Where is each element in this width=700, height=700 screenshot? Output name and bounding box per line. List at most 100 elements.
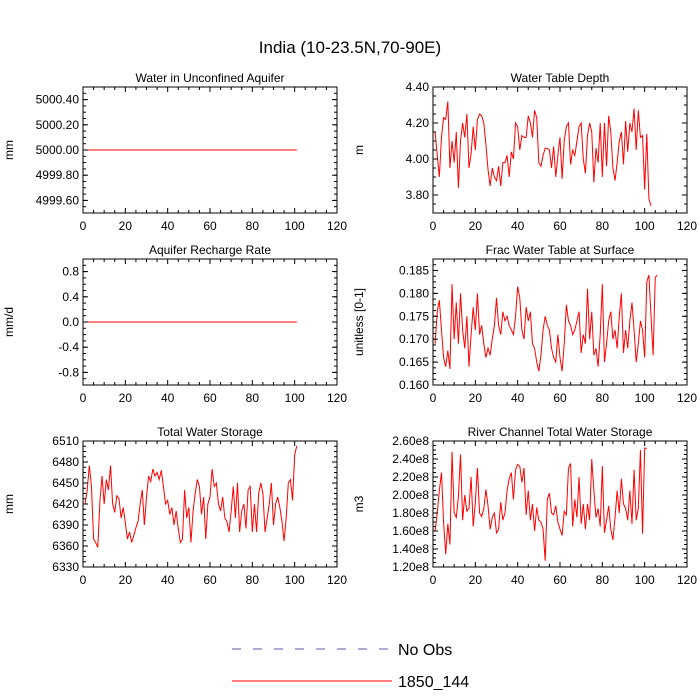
y-tick-label: 4999.80: [36, 168, 80, 182]
panel-title: Water Table Depth: [511, 71, 610, 85]
x-tick-label: 60: [553, 391, 567, 405]
panel-1-marks: Water Table Depth m 0 20 40 60 80 100 120 3.80 4.0…: [352, 71, 697, 233]
y-tick-label: 6330: [52, 560, 79, 574]
x-tick-label: 20: [119, 391, 133, 405]
y-tick-label: 2.40e8: [392, 452, 429, 466]
x-tick-label: 40: [161, 573, 175, 587]
y-tick-label: 0.185: [399, 263, 429, 277]
legend-label-1850-144: 1850_144: [398, 674, 469, 691]
x-tick-label: 20: [119, 573, 133, 587]
y-tick-label: 4.40: [406, 80, 430, 94]
x-tick-label: 100: [635, 391, 655, 405]
x-tick-label: 100: [635, 573, 655, 587]
panel-3-marks: Frac Water Table at Surface unitless [0-1…: [352, 243, 697, 405]
panel-4: Total Water Storage mm 0 20 40 60 80 100 120 6330…: [2, 425, 347, 587]
x-tick-label: 20: [119, 219, 133, 233]
x-tick-label: 40: [161, 391, 175, 405]
panel-title: Aquifer Recharge Rate: [149, 243, 271, 257]
x-tick-label: 80: [246, 219, 260, 233]
y-tick-label: 2.00e8: [392, 488, 429, 502]
x-tick-label: 80: [596, 573, 610, 587]
panel-5: River Channel Total Water Storage m3 0 20 40…: [352, 425, 697, 587]
y-tick-label: 6360: [52, 539, 79, 553]
x-tick-label: 120: [327, 391, 347, 405]
y-tick-label: -0.8: [58, 365, 79, 379]
y-tick-label: 0.175: [399, 309, 429, 323]
y-axis-label: m: [352, 145, 366, 155]
x-tick-label: 120: [677, 391, 697, 405]
panel-title: Frac Water Table at Surface: [486, 243, 635, 257]
x-tick-label: 60: [553, 219, 567, 233]
y-tick-label: 1.80e8: [392, 506, 429, 520]
x-tick-label: 0: [430, 391, 437, 405]
y-tick-label: 0.160: [399, 378, 429, 392]
x-tick-label: 40: [511, 573, 525, 587]
x-tick-label: 40: [511, 391, 525, 405]
panel-0-marks: Water in Unconfined Aquifer mm 0 20 40 60 80 10…: [2, 71, 347, 233]
y-tick-label: 1.40e8: [392, 542, 429, 556]
y-tick-label: 4999.60: [36, 193, 80, 207]
y-axis-label: mm: [2, 140, 16, 160]
y-tick-label: 0.170: [399, 332, 429, 346]
panel-title: River Channel Total Water Storage: [468, 425, 653, 439]
y-tick-label: 6480: [52, 455, 79, 469]
x-tick-label: 60: [203, 573, 217, 587]
x-tick-label: 80: [596, 391, 610, 405]
x-tick-label: 0: [80, 573, 87, 587]
y-tick-label: 1.60e8: [392, 524, 429, 538]
panel-title: Total Water Storage: [157, 425, 263, 439]
x-tick-label: 100: [285, 391, 305, 405]
y-axis-label: m3: [352, 495, 366, 512]
x-tick-label: 60: [203, 391, 217, 405]
series-line-1850_144: [84, 445, 298, 548]
y-tick-label: 0.180: [399, 286, 429, 300]
x-tick-label: 0: [80, 391, 87, 405]
y-tick-label: -0.4: [58, 340, 79, 354]
y-tick-label: 0.0: [62, 315, 79, 329]
x-tick-label: 100: [635, 219, 655, 233]
legend: No Obs 1850_144: [232, 642, 469, 691]
y-tick-label: 3.80: [406, 188, 430, 202]
y-tick-label: 4.00: [406, 152, 430, 166]
y-axis-label: mm/d: [2, 307, 16, 337]
x-tick-label: 80: [246, 573, 260, 587]
x-tick-label: 120: [327, 573, 347, 587]
x-tick-label: 80: [596, 219, 610, 233]
plot-frame: [432, 440, 688, 568]
panel-2: Aquifer Recharge Rate mm/d 0 20 40 60 80 100 120…: [2, 243, 347, 405]
y-tick-label: 0.165: [399, 355, 429, 369]
y-axis-label: unitless [0-1]: [352, 288, 366, 356]
y-tick-label: 5000.20: [36, 118, 80, 132]
y-tick-label: 6390: [52, 518, 79, 532]
x-tick-label: 20: [469, 391, 483, 405]
x-tick-label: 0: [80, 219, 87, 233]
x-tick-label: 120: [327, 219, 347, 233]
y-tick-label: 5000.40: [36, 93, 80, 107]
y-axis-label: mm: [2, 494, 16, 514]
y-tick-label: 6510: [52, 434, 79, 448]
legend-label-no-obs: No Obs: [398, 642, 452, 659]
panel-5-marks: River Channel Total Water Storage m3 0 20 40…: [352, 425, 697, 587]
y-tick-label: 2.60e8: [392, 434, 429, 448]
y-tick-label: 4.20: [406, 116, 430, 130]
x-tick-label: 40: [161, 219, 175, 233]
y-tick-label: 1.20e8: [392, 560, 429, 574]
panel-3: Frac Water Table at Surface unitless [0-1…: [352, 243, 697, 405]
x-tick-label: 100: [285, 219, 305, 233]
panel-title: Water in Unconfined Aquifer: [136, 71, 285, 85]
x-tick-label: 0: [430, 219, 437, 233]
x-tick-label: 80: [246, 391, 260, 405]
y-tick-label: 0.8: [62, 265, 79, 279]
x-tick-label: 0: [430, 573, 437, 587]
series-line-1850_144: [434, 101, 652, 206]
y-tick-label: 5000.00: [36, 143, 80, 157]
x-tick-label: 120: [677, 573, 697, 587]
y-tick-label: 6420: [52, 497, 79, 511]
x-tick-label: 60: [203, 219, 217, 233]
panel-4-marks: Total Water Storage mm 0 20 40 60 80 100 120 6330…: [2, 425, 347, 587]
series-line-1850_144: [434, 274, 658, 372]
panel-2-marks: Aquifer Recharge Rate mm/d 0 20 40 60 80 100 120…: [2, 243, 347, 405]
figure-title: India (10-23.5N,70-90E): [259, 38, 441, 57]
x-tick-label: 100: [285, 573, 305, 587]
